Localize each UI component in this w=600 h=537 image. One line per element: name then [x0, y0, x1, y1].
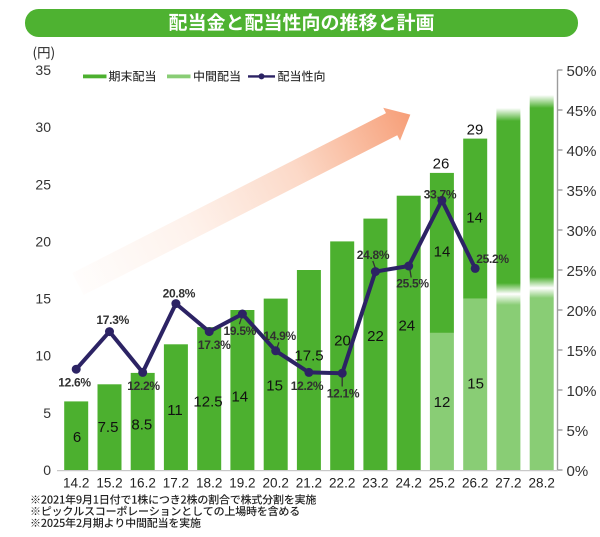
svg-text:25%: 25% — [567, 263, 597, 280]
svg-text:15: 15 — [35, 291, 51, 307]
svg-text:12.6%: 12.6% — [58, 375, 91, 389]
svg-text:22.2: 22.2 — [329, 476, 355, 491]
svg-text:25: 25 — [35, 176, 51, 192]
svg-text:7.5: 7.5 — [98, 419, 119, 436]
svg-text:35%: 35% — [567, 183, 597, 200]
svg-text:19.5%: 19.5% — [224, 324, 257, 338]
svg-text:30: 30 — [35, 119, 51, 135]
svg-text:12.1%: 12.1% — [327, 386, 360, 400]
svg-text:14: 14 — [466, 209, 483, 226]
svg-text:20: 20 — [35, 233, 51, 249]
svg-text:30%: 30% — [567, 223, 597, 240]
svg-text:45%: 45% — [567, 103, 597, 120]
svg-text:21.2: 21.2 — [296, 476, 322, 491]
svg-text:25.2%: 25.2% — [476, 252, 509, 266]
svg-text:5: 5 — [43, 405, 51, 421]
svg-text:17.3%: 17.3% — [198, 338, 231, 352]
svg-text:12.2%: 12.2% — [127, 379, 160, 393]
svg-text:23.2: 23.2 — [362, 476, 388, 491]
svg-text:10: 10 — [35, 348, 51, 364]
svg-text:11: 11 — [167, 402, 183, 419]
svg-text:10%: 10% — [567, 383, 597, 400]
svg-text:22: 22 — [367, 328, 384, 345]
svg-text:5%: 5% — [567, 423, 589, 440]
svg-text:15: 15 — [266, 378, 283, 395]
svg-text:12.5: 12.5 — [193, 394, 222, 411]
svg-text:14: 14 — [434, 243, 451, 260]
svg-text:25.5%: 25.5% — [396, 276, 429, 290]
svg-text:6: 6 — [73, 429, 81, 446]
svg-text:29: 29 — [467, 122, 484, 139]
svg-text:15.2: 15.2 — [96, 476, 122, 491]
svg-text:24: 24 — [398, 318, 415, 335]
svg-text:12.2%: 12.2% — [291, 379, 324, 393]
svg-text:14.9%: 14.9% — [263, 329, 296, 343]
svg-text:20%: 20% — [567, 303, 597, 320]
svg-text:26.2: 26.2 — [462, 476, 488, 491]
svg-text:0%: 0% — [567, 463, 589, 480]
svg-text:20.8%: 20.8% — [163, 287, 196, 301]
svg-text:50%: 50% — [567, 63, 597, 80]
svg-text:17.3%: 17.3% — [96, 313, 129, 327]
svg-text:35: 35 — [35, 62, 51, 78]
svg-text:33.7%: 33.7% — [424, 187, 457, 201]
svg-text:24.2: 24.2 — [396, 476, 422, 491]
svg-text:26: 26 — [433, 156, 450, 173]
svg-text:40%: 40% — [567, 143, 597, 160]
svg-text:19.2: 19.2 — [229, 476, 255, 491]
svg-text:20: 20 — [334, 333, 351, 350]
svg-text:15%: 15% — [567, 343, 597, 360]
svg-text:17.5: 17.5 — [294, 348, 323, 365]
svg-text:18.2: 18.2 — [196, 476, 222, 491]
svg-text:20.2: 20.2 — [263, 476, 289, 491]
svg-text:25.2: 25.2 — [429, 476, 455, 491]
svg-text:15: 15 — [467, 375, 484, 392]
svg-text:12: 12 — [434, 394, 451, 411]
svg-text:0: 0 — [43, 462, 51, 478]
svg-text:28.2: 28.2 — [529, 476, 555, 491]
svg-text:17.2: 17.2 — [163, 476, 189, 491]
svg-text:16.2: 16.2 — [130, 476, 156, 491]
svg-text:8.5: 8.5 — [131, 417, 152, 434]
svg-text:27.2: 27.2 — [495, 476, 521, 491]
svg-text:24.8%: 24.8% — [357, 248, 390, 262]
svg-text:14.2: 14.2 — [63, 476, 89, 491]
svg-text:14: 14 — [231, 389, 248, 406]
